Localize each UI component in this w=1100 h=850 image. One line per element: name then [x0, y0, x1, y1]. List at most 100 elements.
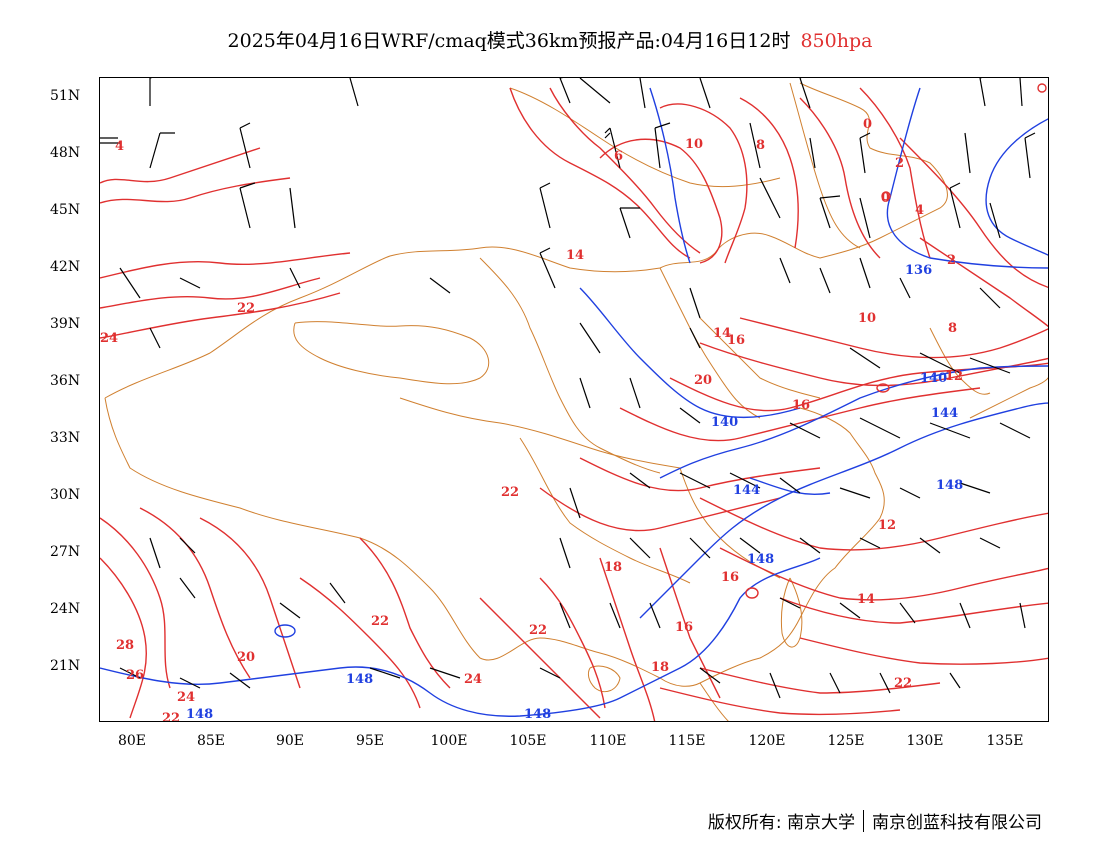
temperature-label: 0	[863, 117, 872, 132]
temperature-label: 10	[685, 137, 703, 152]
isotherm	[799, 637, 1048, 665]
wind-barb	[979, 78, 986, 107]
wind-barb	[839, 602, 861, 619]
temperature-label: 18	[651, 660, 669, 675]
height-label: 148	[346, 672, 373, 687]
isotherm	[859, 87, 931, 259]
temperature-label: 22	[894, 676, 912, 691]
wind-barb	[604, 127, 621, 169]
tibet-border	[293, 321, 490, 385]
red-contour-loop	[881, 191, 891, 201]
map-area: 4 6 10 8 0 2 0 4 2 14 22 24 16 14 10 8 1…	[99, 77, 1049, 722]
isotherm	[699, 497, 1048, 551]
wind-barb	[289, 267, 301, 289]
wind-barb	[569, 487, 581, 519]
height-label: 148	[524, 707, 551, 722]
wind-barb	[799, 78, 811, 109]
lon-label: 90E	[275, 733, 305, 749]
isotherm	[299, 577, 421, 709]
wind-barb	[749, 122, 761, 169]
lon-label: 105E	[509, 733, 547, 749]
wind-barb	[179, 537, 196, 554]
province-border-6	[699, 317, 821, 399]
wind-barb	[979, 537, 1001, 549]
wind-barbs	[100, 78, 1036, 699]
wind-barb	[629, 377, 641, 409]
temperature-label: 20	[694, 373, 712, 388]
wind-barb	[179, 677, 201, 689]
wind-barb	[149, 537, 161, 569]
wind-barb	[289, 187, 296, 229]
wind-barb	[429, 277, 451, 294]
isotherm	[100, 292, 341, 339]
temperature-label: 8	[948, 321, 957, 336]
wind-barb	[969, 357, 1011, 374]
temperature-label: 8	[756, 138, 765, 153]
wind-barb	[119, 667, 141, 679]
height-line	[579, 287, 801, 419]
wind-barb	[1024, 132, 1036, 179]
wind-barb	[899, 602, 916, 624]
wind-barb	[559, 78, 571, 104]
temperature-label: 16	[727, 333, 745, 348]
wind-barb	[949, 672, 961, 689]
wind-barb	[979, 287, 1001, 309]
height-line	[639, 402, 1048, 619]
temperature-label: 12	[878, 518, 896, 533]
wind-barb	[639, 78, 646, 109]
lat-label: 33N	[50, 430, 81, 446]
wind-barb	[999, 422, 1031, 439]
height-label: 144	[931, 406, 958, 421]
temperature-label: 22	[501, 485, 519, 500]
wind-barb	[964, 132, 971, 174]
height-label: 136	[905, 263, 932, 278]
wind-barb	[579, 78, 611, 104]
isotherm	[799, 97, 881, 259]
isotherm	[599, 138, 723, 264]
wind-barb	[959, 482, 991, 494]
wind-barb	[539, 247, 556, 289]
isotherm	[739, 97, 799, 249]
wind-barb	[759, 177, 781, 219]
lat-label: 42N	[50, 259, 81, 275]
lon-label: 130E	[906, 733, 944, 749]
lat-label: 36N	[50, 373, 81, 389]
wind-barb	[179, 577, 196, 599]
isotherm	[509, 87, 691, 259]
height-label: 140	[711, 415, 738, 430]
wind-barb	[1019, 78, 1023, 107]
wind-barb	[779, 597, 801, 609]
wind-barb	[919, 352, 961, 374]
wind-barb	[149, 132, 175, 169]
temperature-label: 0	[881, 191, 890, 206]
mongolia-border	[509, 87, 781, 188]
isotherm	[100, 177, 291, 204]
height-label: 148	[747, 552, 774, 567]
height-line	[749, 477, 831, 496]
copyright-left: 版权所有: 南京大学	[707, 813, 855, 833]
wind-barb	[559, 537, 571, 569]
se-asia-coast	[699, 682, 729, 721]
pressure-level: 850hpa	[800, 30, 873, 52]
wind-barb	[369, 667, 401, 679]
red-contour-loop	[745, 587, 759, 599]
temperature-label-group: 4 6 10 8 0 2 0 4 2 14 22 24 16 14 10 8 1…	[100, 117, 963, 722]
wind-barb	[839, 487, 871, 499]
temperature-label: 22	[371, 614, 389, 629]
isotherm	[100, 252, 351, 279]
wind-barb	[859, 197, 871, 239]
height-label: 144	[733, 483, 760, 498]
isotherm	[579, 457, 821, 492]
wind-barb	[819, 267, 831, 294]
lat-label: 45N	[50, 202, 81, 218]
temperature-label: 24	[464, 672, 482, 687]
temperature-label: 14	[857, 592, 875, 607]
temperature-label: 24	[100, 331, 118, 346]
boundary-lines	[104, 82, 1048, 721]
wind-barb	[689, 537, 711, 559]
temperature-label: 22	[162, 711, 180, 722]
province-border-4	[519, 437, 691, 584]
isotherm	[549, 87, 701, 254]
isotherm	[669, 362, 1048, 412]
isotherm	[539, 577, 606, 709]
